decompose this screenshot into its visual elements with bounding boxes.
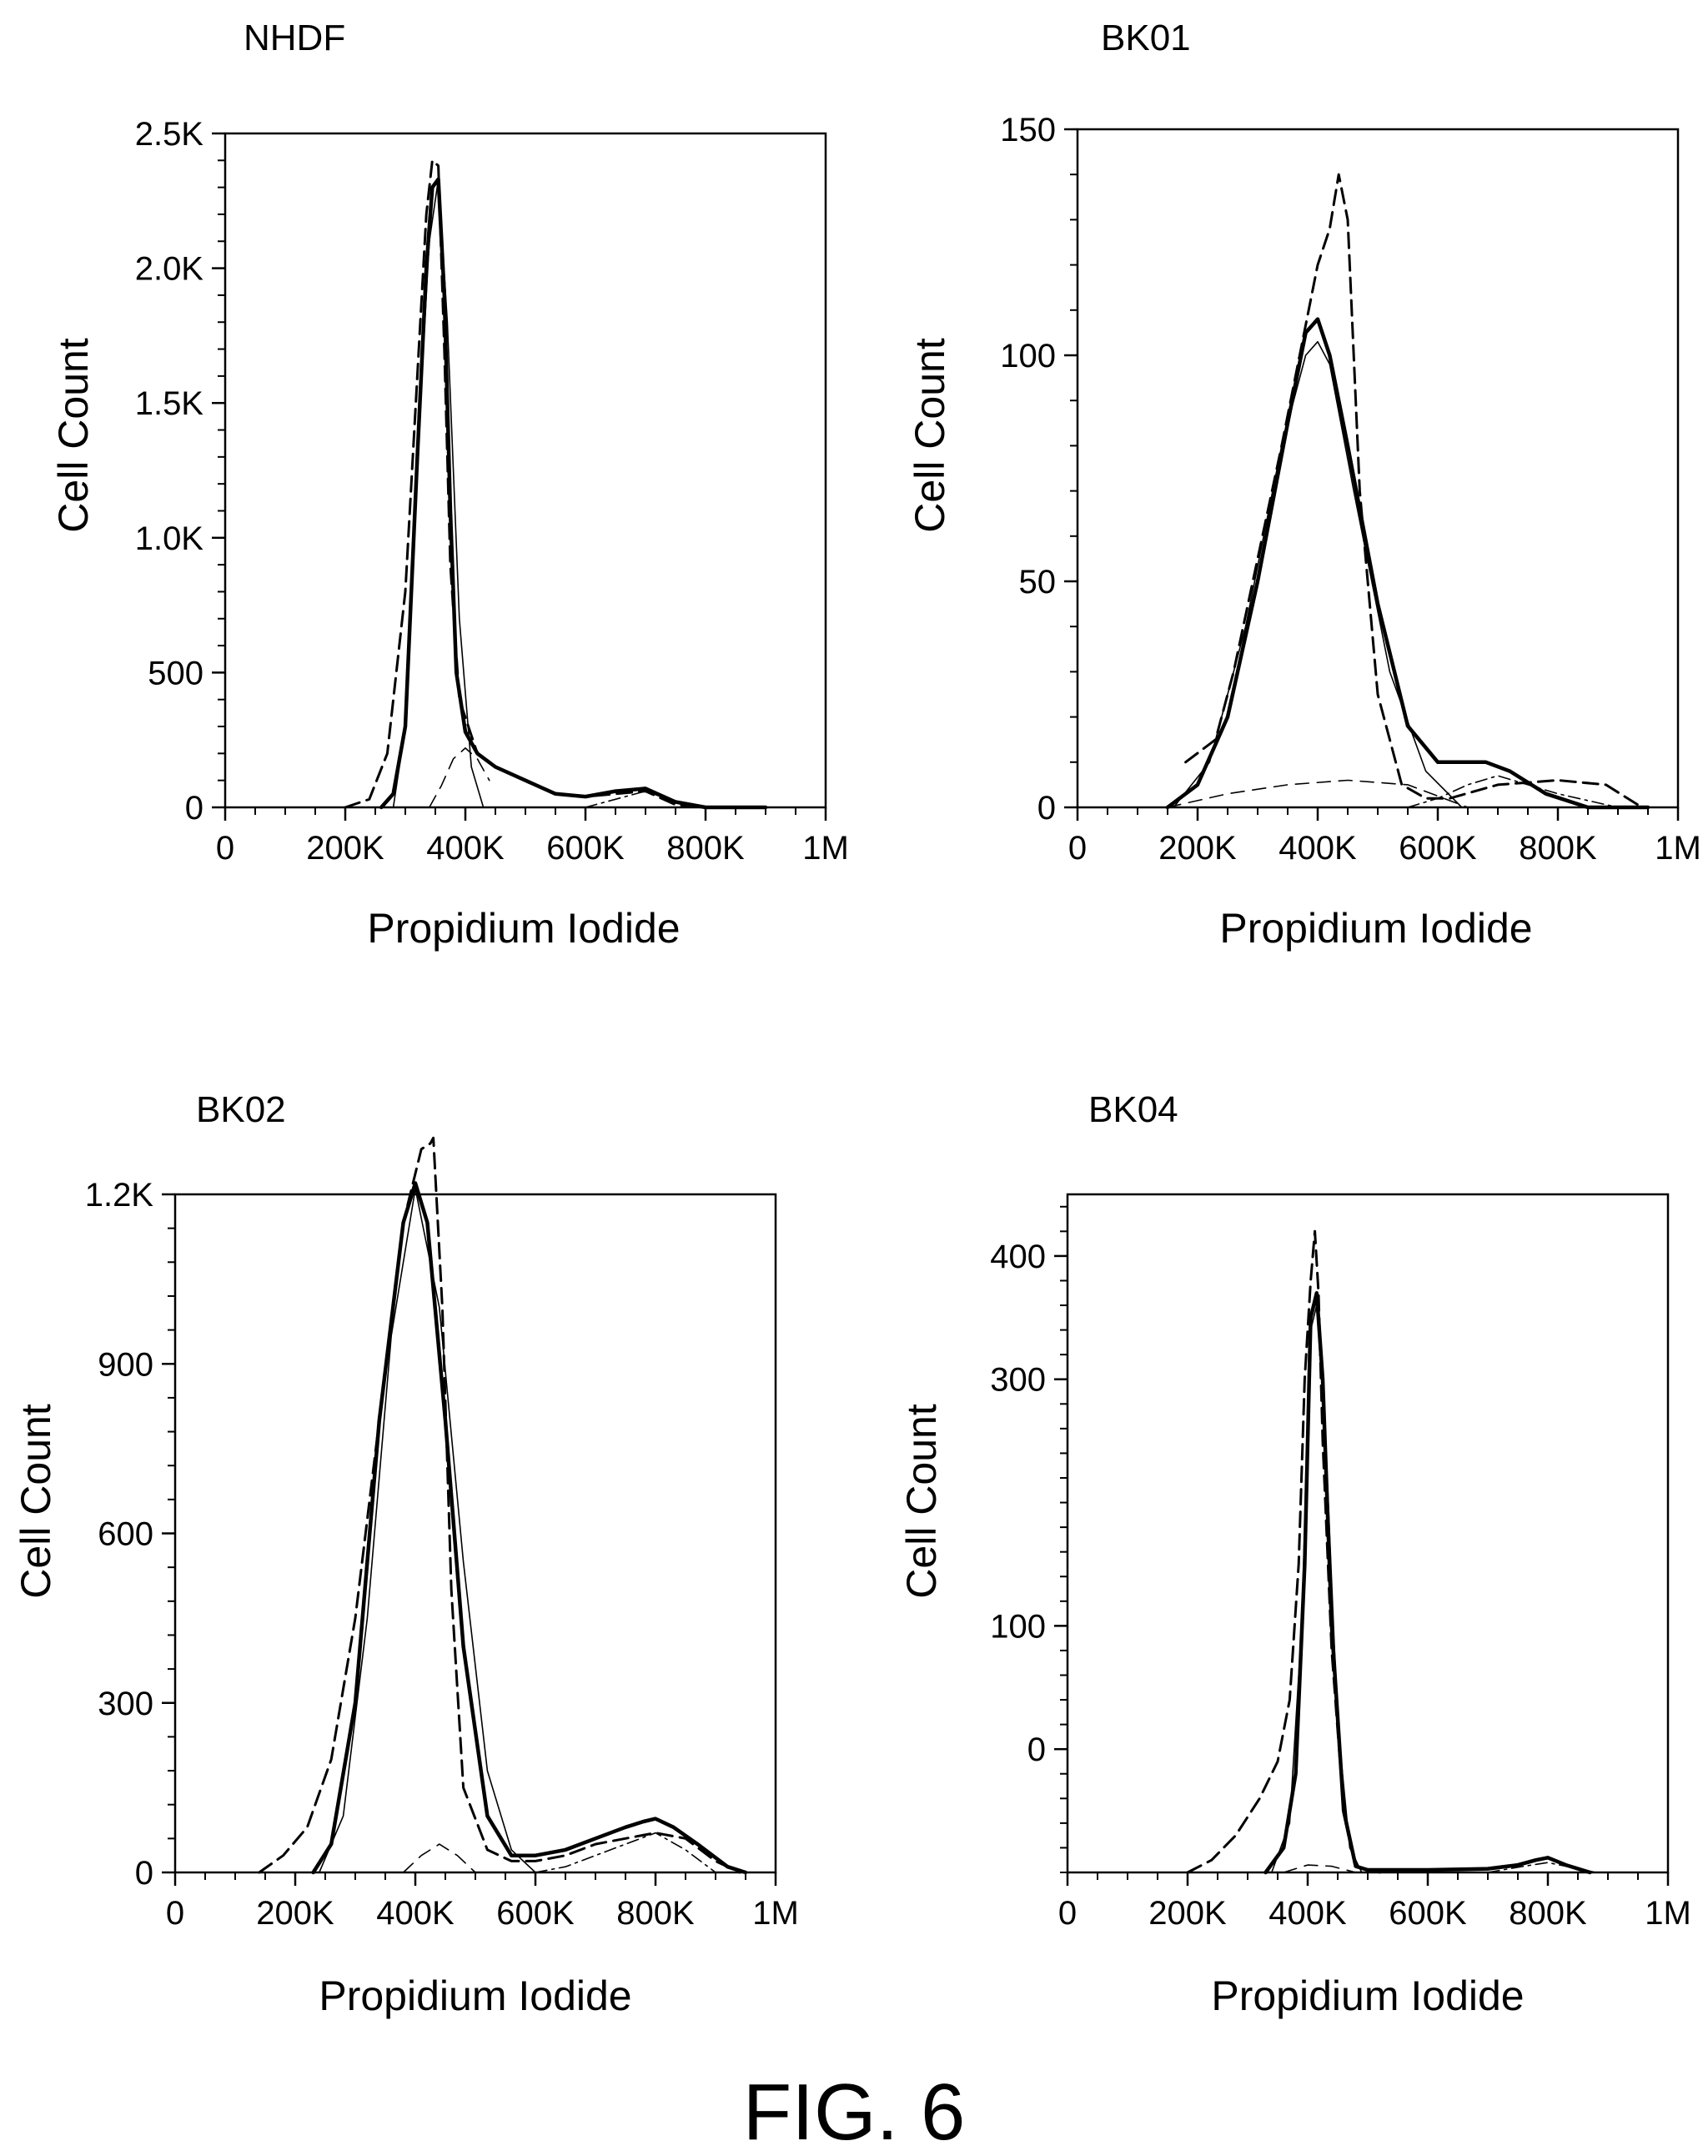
chart-panel-bk04: BK04 0 200K 400K 600K 800K 1M 0 100 300 400 Propi… <box>898 1089 1691 2019</box>
y-axis-label: Cell Count <box>13 1404 59 1599</box>
plot-area: 0 200K 400K 600K 800K 1M 0 500 1.0K 1.5K 2.0K 2.5K <box>135 116 849 867</box>
series-line-g2 <box>1407 775 1619 808</box>
y-tick-label: 400 <box>990 1239 1046 1275</box>
y-axis-label: Cell Count <box>907 338 953 533</box>
x-tick-label: 400K <box>1268 1895 1347 1932</box>
plot-frame <box>1076 128 1680 809</box>
chart-title: NHDF <box>244 18 345 58</box>
x-tick-label: 600K <box>1399 830 1477 867</box>
x-tick-label: 200K <box>256 1895 334 1932</box>
x-tick-label: 200K <box>1148 1895 1227 1932</box>
series-line-data <box>258 1136 741 1874</box>
series-line-g1 <box>1173 340 1463 808</box>
x-axis-label: Propidium Iodide <box>1211 1973 1524 2019</box>
series-line-g2 <box>535 1832 716 1873</box>
x-tick-label: 0 <box>216 830 234 867</box>
chart-panel-bk02: BK02 0 200K 400K 600K 800K 1M 0 300 600 900 1.2K P… <box>13 1089 799 2019</box>
x-tick-label: 0 <box>1068 830 1087 867</box>
x-tick-label: 800K <box>616 1895 695 1932</box>
series-line-total <box>379 177 768 810</box>
chart-title: BK02 <box>196 1089 286 1130</box>
x-axis-label: Propidium Iodide <box>319 1973 631 2019</box>
x-tick-label: 200K <box>306 830 384 867</box>
y-tick-label: 0 <box>1037 790 1056 827</box>
y-tick-label: 0 <box>135 1855 153 1892</box>
series-line-g2 <box>1487 1862 1597 1873</box>
chart-panel-bk01: BK01 0 200K 400K 600K 800K 1M 0 50 100 150 Propid… <box>907 18 1701 952</box>
x-tick-label: 0 <box>166 1895 184 1932</box>
y-tick-label: 1.2K <box>85 1177 154 1214</box>
series-line-total <box>1165 317 1650 810</box>
plot-area: 0 200K 400K 600K 800K 1M 0 100 300 400 <box>990 1193 1691 1932</box>
x-tick-label: 200K <box>1158 830 1237 867</box>
x-axis-label: Propidium Iodide <box>1219 905 1532 952</box>
chart-title: BK01 <box>1101 18 1191 58</box>
y-tick-label: 2.5K <box>135 116 204 153</box>
series-line-s-phase <box>1167 779 1469 808</box>
series-line-total <box>1263 1291 1592 1875</box>
x-tick-label: 1M <box>802 830 849 867</box>
y-tick-label: 0 <box>1027 1731 1046 1768</box>
figure-label: FIG. 6 <box>743 2068 966 2156</box>
y-tick-label: 150 <box>1000 112 1056 148</box>
y-tick-label: 0 <box>185 790 203 827</box>
plot-frame <box>173 1193 777 1874</box>
y-tick-label: 50 <box>1019 564 1057 601</box>
series-line-total <box>311 1181 748 1875</box>
x-tick-label: 600K <box>1389 1895 1467 1932</box>
x-tick-label: 400K <box>426 830 505 867</box>
x-tick-label: 400K <box>376 1895 455 1932</box>
y-tick-label: 2.0K <box>135 251 204 288</box>
y-tick-label: 300 <box>98 1686 153 1722</box>
y-axis-label: Cell Count <box>898 1404 945 1599</box>
y-tick-label: 900 <box>98 1346 153 1383</box>
y-axis-label: Cell Count <box>50 338 97 533</box>
y-tick-label: 600 <box>98 1516 153 1553</box>
y-tick-label: 1.0K <box>135 520 204 557</box>
x-tick-label: 1M <box>1655 830 1701 867</box>
x-axis-label: Propidium Iodide <box>367 905 680 952</box>
series-line-g2 <box>585 790 706 808</box>
chart-title: BK04 <box>1088 1089 1178 1130</box>
series-line-s-phase <box>1283 1864 1357 1873</box>
series-line-g1 <box>318 1188 536 1873</box>
x-tick-label: 800K <box>1509 1895 1587 1932</box>
x-tick-label: 800K <box>666 830 745 867</box>
plot-area: 0 200K 400K 600K 800K 1M 0 300 600 900 1.2K <box>85 1136 799 1932</box>
series-line-s-phase <box>428 747 490 808</box>
plot-frame <box>1066 1193 1670 1874</box>
x-tick-label: 0 <box>1058 1895 1077 1932</box>
y-tick-label: 300 <box>990 1362 1046 1399</box>
series-line-s-phase <box>402 1843 476 1873</box>
series-line-g1 <box>1271 1304 1363 1873</box>
x-tick-label: 600K <box>496 1895 575 1932</box>
x-tick-label: 800K <box>1519 830 1597 867</box>
y-tick-label: 500 <box>148 655 203 691</box>
series-line-data <box>1184 173 1644 809</box>
x-tick-label: 1M <box>1645 1895 1691 1932</box>
y-tick-label: 1.5K <box>135 385 204 422</box>
x-tick-label: 400K <box>1278 830 1357 867</box>
plot-frame <box>224 132 827 809</box>
x-tick-label: 600K <box>546 830 625 867</box>
series-line-g1 <box>392 178 485 808</box>
y-tick-label: 100 <box>990 1608 1046 1645</box>
series-line-data <box>1186 1229 1381 1874</box>
series-line-data <box>344 158 707 809</box>
chart-panel-nhdf: NHDF 0 200K 400K 600K 800K 1M 0 500 1.0K 1.5K 2.0K… <box>50 18 849 952</box>
x-tick-label: 1M <box>752 1895 799 1932</box>
y-tick-label: 100 <box>1000 338 1056 374</box>
plot-area: 0 200K 400K 600K 800K 1M 0 50 100 150 <box>1000 112 1701 867</box>
